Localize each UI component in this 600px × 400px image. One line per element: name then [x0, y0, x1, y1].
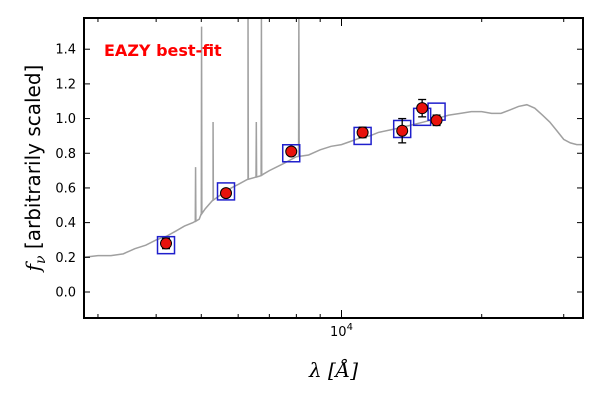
y-axis-symbol-sub: ν: [33, 255, 49, 264]
observed-point: [396, 124, 409, 137]
x-axis-symbol: λ: [308, 358, 322, 382]
y-tick-label: 1.2: [55, 77, 76, 92]
observed-point: [416, 102, 429, 115]
model-photometry-box: [156, 235, 176, 255]
y-tick-label: 0.6: [55, 181, 76, 196]
x-tick-label-base: 10: [330, 325, 347, 340]
y-axis-label-text: [arbitrarily scaled]: [21, 65, 45, 256]
observed-point: [285, 145, 298, 158]
annotation-label: EAZY best-fit: [104, 41, 222, 60]
x-axis-label: λ [Å]: [308, 357, 358, 382]
y-tick-label: 0.8: [55, 147, 76, 162]
model-photometry-box: [216, 182, 236, 201]
model-sed-line: [84, 18, 583, 259]
y-tick-label: 1.4: [55, 43, 76, 58]
x-axis-label-text: [Å]: [322, 357, 359, 382]
y-axis-label: fν [arbitrarily scaled]: [21, 65, 49, 274]
axis-ticks: 0.0 0.2 0.4 0.6 0.8 1.0 1.2 1.4 104: [55, 18, 583, 340]
y-tick-label: 0.2: [55, 251, 76, 266]
observed-point: [356, 126, 369, 139]
plot-content: [84, 18, 583, 259]
model-photometry-box: [281, 144, 301, 163]
observed-point: [160, 237, 173, 250]
x-tick-label-exponent: 4: [347, 322, 353, 333]
plot-frame: [83, 17, 584, 319]
y-tick-label: 0.0: [55, 285, 76, 300]
observed-point: [220, 187, 233, 200]
y-tick-label: 1.0: [55, 112, 76, 127]
y-tick-label: 0.4: [55, 216, 76, 231]
observed-point: [430, 114, 443, 127]
x-tick-label: 104: [330, 322, 353, 340]
